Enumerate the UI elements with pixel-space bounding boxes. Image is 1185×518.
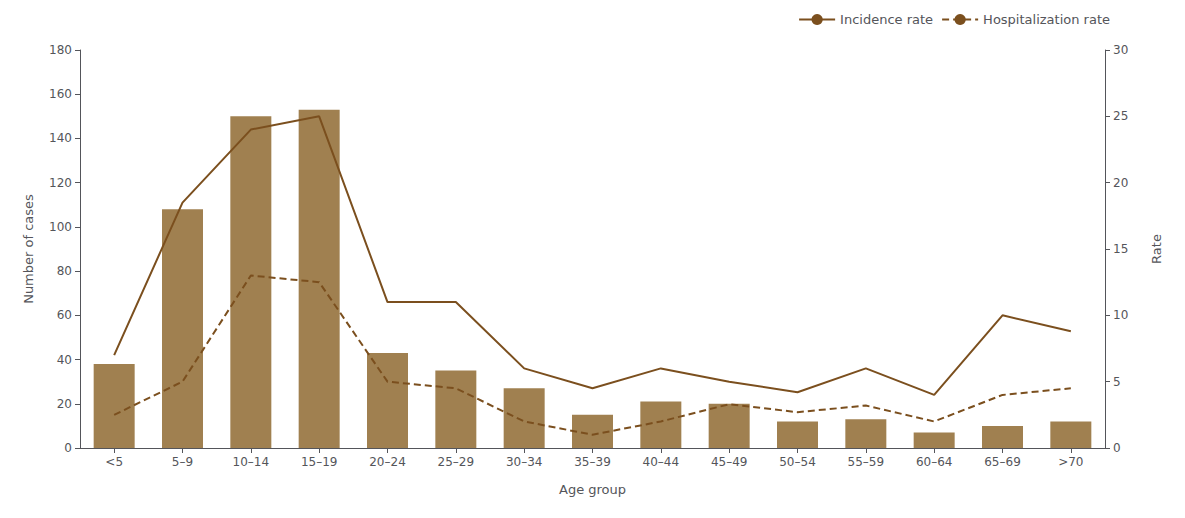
svg-text:80: 80: [57, 264, 72, 278]
svg-text:30: 30: [1113, 43, 1128, 57]
svg-text:35–39: 35–39: [574, 455, 611, 469]
svg-text:Hospitalization rate: Hospitalization rate: [983, 12, 1110, 27]
svg-text:20–24: 20–24: [369, 455, 406, 469]
svg-text:Incidence rate: Incidence rate: [840, 12, 933, 27]
svg-text:20: 20: [1113, 176, 1128, 190]
svg-text:Age group: Age group: [559, 482, 626, 497]
svg-text:10–14: 10–14: [233, 455, 270, 469]
svg-text:0: 0: [1113, 441, 1121, 455]
svg-text:0: 0: [64, 441, 72, 455]
svg-text:40–44: 40–44: [643, 455, 680, 469]
svg-text:45–49: 45–49: [711, 455, 748, 469]
svg-text:20: 20: [57, 397, 72, 411]
svg-text:25: 25: [1113, 109, 1128, 123]
svg-text:140: 140: [49, 131, 72, 145]
svg-text:40: 40: [57, 353, 72, 367]
svg-text:<5: <5: [105, 455, 123, 469]
svg-text:55–59: 55–59: [848, 455, 885, 469]
svg-text:100: 100: [49, 220, 72, 234]
svg-text:Number of cases: Number of cases: [21, 194, 36, 304]
svg-text:120: 120: [49, 176, 72, 190]
svg-text:60: 60: [57, 308, 72, 322]
svg-text:160: 160: [49, 87, 72, 101]
svg-text:180: 180: [49, 43, 72, 57]
svg-text:65–69: 65–69: [984, 455, 1021, 469]
svg-text:60–64: 60–64: [916, 455, 953, 469]
svg-text:Rate: Rate: [1149, 234, 1164, 264]
svg-text:5–9: 5–9: [172, 455, 193, 469]
svg-text:50–54: 50–54: [779, 455, 816, 469]
svg-text:25–29: 25–29: [438, 455, 475, 469]
svg-text:5: 5: [1113, 375, 1121, 389]
svg-text:15: 15: [1113, 242, 1128, 256]
svg-text:>70: >70: [1058, 455, 1083, 469]
svg-text:30–34: 30–34: [506, 455, 543, 469]
svg-text:15–19: 15–19: [301, 455, 338, 469]
svg-text:10: 10: [1113, 308, 1128, 322]
